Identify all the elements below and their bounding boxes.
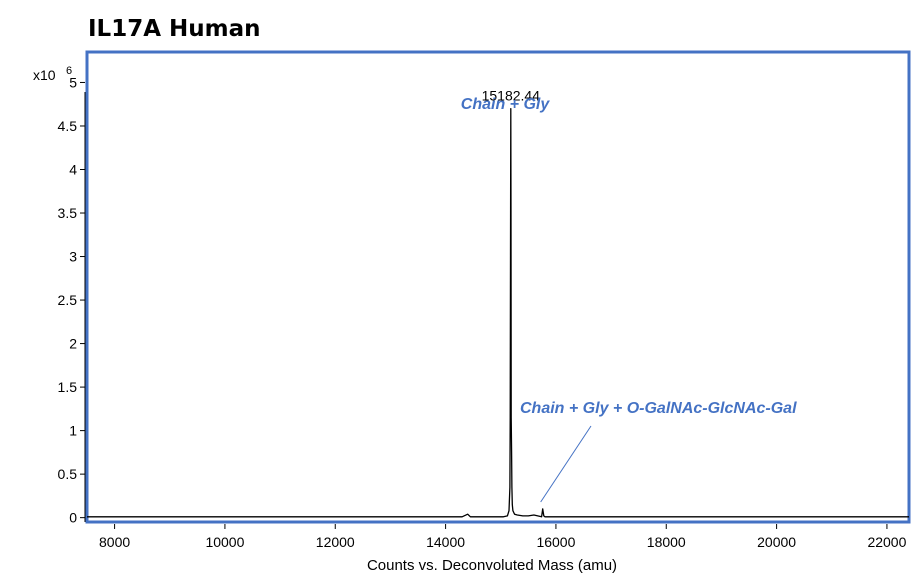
x-axis-label: Counts vs. Deconvoluted Mass (amu) [367,557,617,574]
annotation-chain-gly: Chain + Gly [461,96,551,113]
y-tick-label: 0.5 [58,466,78,482]
plot-frame [85,50,911,524]
x-tick-label: 12000 [316,534,355,550]
peak-label: 15182.44 [482,88,541,104]
x-tick-label: 18000 [647,534,686,550]
y-tick-label: 5 [69,74,77,90]
x-tick-label: 8000 [99,534,130,550]
y-tick-label: 1 [69,423,77,439]
y-axis: 0 0.5 1 1.5 2 2.5 3 3.5 4 4.5 5 [58,74,85,526]
series-line-0 [87,107,909,518]
y-tick-label: 2.5 [58,292,78,308]
x-tick-label: 22000 [867,534,906,550]
x-axis: 8000 10000 12000 14000 16000 18000 20000 22000 [99,524,907,550]
y-tick-label: 3.5 [58,205,78,221]
y-exponent: 6 [66,65,72,77]
y-tick-label: 2 [69,336,77,352]
y-tick-label: 1.5 [58,379,78,395]
y-tick-label: 0 [69,510,77,526]
x-tick-label: 20000 [757,534,796,550]
y-tick-label: 3 [69,249,77,265]
y-multiplier: x10 [33,67,56,83]
series-layer [87,107,909,518]
x-tick-label: 10000 [205,534,244,550]
chart-title: IL17A Human [88,16,261,42]
annotation-chain-gly-glycan: Chain + Gly + O-GalNAc-GlcNAc-Gal [520,400,797,417]
x-tick-label: 16000 [536,534,575,550]
y-tick-label: 4 [69,162,77,178]
annotation-leader-line [540,425,592,503]
y-tick-label: 4.5 [58,118,78,134]
x-tick-label: 14000 [426,534,465,550]
